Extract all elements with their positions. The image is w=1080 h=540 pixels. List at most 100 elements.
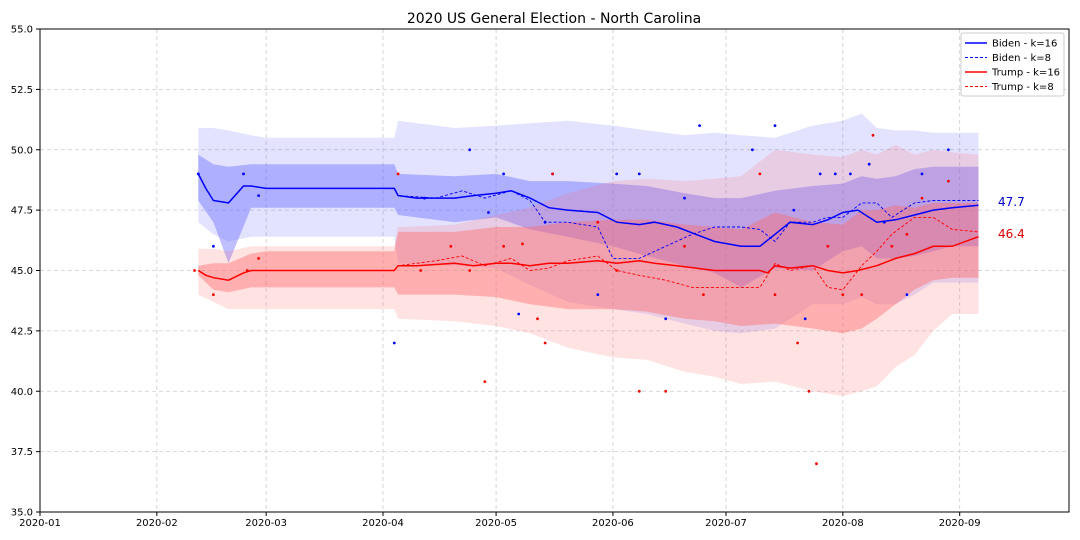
trump-poll-point xyxy=(815,462,818,466)
y-tick-label: 35.0 xyxy=(11,508,33,519)
trump-poll-point xyxy=(860,293,864,296)
biden-outer-band xyxy=(198,113,979,334)
trump-poll-point xyxy=(212,293,215,296)
trump-poll-point xyxy=(920,196,924,200)
trump-poll-point xyxy=(449,244,453,248)
trump-poll-point xyxy=(396,172,400,176)
y-tick-label: 45.0 xyxy=(11,266,33,277)
series-line-trump-k-16 xyxy=(197,235,979,281)
series-lines xyxy=(197,173,979,291)
biden-poll-point xyxy=(392,341,396,345)
x-tick-label: 2020-09 xyxy=(939,518,981,529)
biden-poll-point xyxy=(773,124,777,127)
series-line-biden-k-8 xyxy=(197,173,979,259)
trump-poll-point xyxy=(502,244,505,248)
trump-inner-band xyxy=(198,202,979,334)
trump-poll-point xyxy=(683,244,686,248)
trump-poll-point xyxy=(483,380,487,383)
trump-poll-point xyxy=(257,257,260,260)
legend-entry: Biden - k=8 xyxy=(992,53,1051,64)
trump-poll-point xyxy=(245,269,249,272)
legend-entry: Biden - k=16 xyxy=(992,39,1057,50)
trump-poll-point xyxy=(543,341,547,345)
biden-poll-point xyxy=(818,172,822,176)
trump-poll-point xyxy=(807,389,811,393)
biden-poll-point xyxy=(905,293,909,296)
trump-poll-point xyxy=(551,172,554,176)
biden-poll-point xyxy=(751,148,754,152)
biden-poll-point xyxy=(698,124,701,127)
x-tick-label: 2020-07 xyxy=(705,518,747,529)
trump-end-label: 46.4 xyxy=(998,227,1025,241)
biden-poll-point xyxy=(487,211,490,214)
trump-poll-point xyxy=(702,293,705,296)
trump-poll-point xyxy=(758,172,762,176)
x-tick-label: 2020-05 xyxy=(475,518,517,529)
biden-poll-point xyxy=(543,220,547,224)
biden-end-label: 47.7 xyxy=(998,195,1025,209)
x-tick-label: 2020-08 xyxy=(822,518,864,529)
poll-points xyxy=(193,124,950,466)
trump-poll-point xyxy=(773,293,777,296)
biden-poll-point xyxy=(947,148,950,152)
trump-poll-point xyxy=(615,269,619,272)
trump-poll-point xyxy=(536,317,539,321)
x-tick-label: 2020-02 xyxy=(136,518,178,529)
series-line-trump-k-8 xyxy=(198,216,979,291)
y-tick-label: 40.0 xyxy=(11,387,33,398)
y-tick-label: 47.5 xyxy=(11,206,33,217)
x-tick-label: 2020-06 xyxy=(592,518,634,529)
trump-poll-point xyxy=(637,389,641,393)
biden-poll-point xyxy=(517,312,521,316)
y-tick-label: 55.0 xyxy=(11,25,33,36)
trump-poll-point xyxy=(596,220,600,224)
biden-poll-point xyxy=(849,172,852,176)
y-tick-label: 42.5 xyxy=(11,326,33,337)
biden-poll-point xyxy=(596,293,600,296)
legend-entry: Trump - k=16 xyxy=(991,68,1060,79)
legend: Biden - k=16 Biden - k=8 Trump - k=16 Trump… xyxy=(960,32,1065,97)
biden-poll-point xyxy=(867,162,871,166)
biden-poll-point xyxy=(637,172,641,176)
trump-poll-point xyxy=(890,244,894,248)
trump-poll-point xyxy=(193,269,196,272)
biden-poll-point xyxy=(833,172,837,176)
biden-poll-point xyxy=(664,317,668,321)
legend-box xyxy=(960,32,1065,97)
trump-poll-point xyxy=(826,244,830,248)
biden-poll-point xyxy=(212,244,215,248)
biden-poll-point xyxy=(920,172,924,176)
biden-poll-point xyxy=(423,196,426,200)
trump-poll-point xyxy=(521,242,524,246)
y-tick-label: 37.5 xyxy=(11,447,33,458)
y-tick-label: 50.0 xyxy=(11,145,33,156)
trump-poll-point xyxy=(796,341,799,345)
trump-poll-point xyxy=(947,179,950,183)
x-axis-ticks: 2020-01 2020-02 2020-03 2020-04 2020-05 2020-… xyxy=(19,512,981,529)
biden-poll-point xyxy=(803,317,807,321)
legend-entry: Trump - k=8 xyxy=(991,82,1054,93)
y-axis-ticks: 35.0 37.5 40.0 42.5 45.0 47.5 50.0 52.5 55.0 xyxy=(11,25,40,519)
biden-poll-point xyxy=(792,208,796,212)
trump-poll-point xyxy=(905,232,909,236)
trump-poll-point xyxy=(419,269,423,272)
trump-poll-point xyxy=(468,269,472,272)
y-tick-label: 52.5 xyxy=(11,85,33,96)
biden-poll-point xyxy=(257,194,260,198)
x-tick-label: 2020-03 xyxy=(245,518,287,529)
biden-poll-point xyxy=(502,172,505,176)
x-tick-label: 2020-04 xyxy=(362,518,404,529)
trump-poll-point xyxy=(841,293,845,296)
biden-poll-point xyxy=(882,220,886,224)
x-tick-label: 2020-01 xyxy=(19,518,61,529)
trump-poll-point xyxy=(664,389,668,393)
chart-title: 2020 US General Election - North Carolin… xyxy=(407,11,701,27)
biden-poll-point xyxy=(615,172,619,176)
trump-outer-band xyxy=(198,144,979,397)
biden-poll-point xyxy=(242,172,245,176)
biden-poll-point xyxy=(468,148,472,152)
trump-poll-point xyxy=(871,133,875,137)
biden-poll-point xyxy=(683,196,686,200)
biden-poll-point xyxy=(196,172,200,176)
